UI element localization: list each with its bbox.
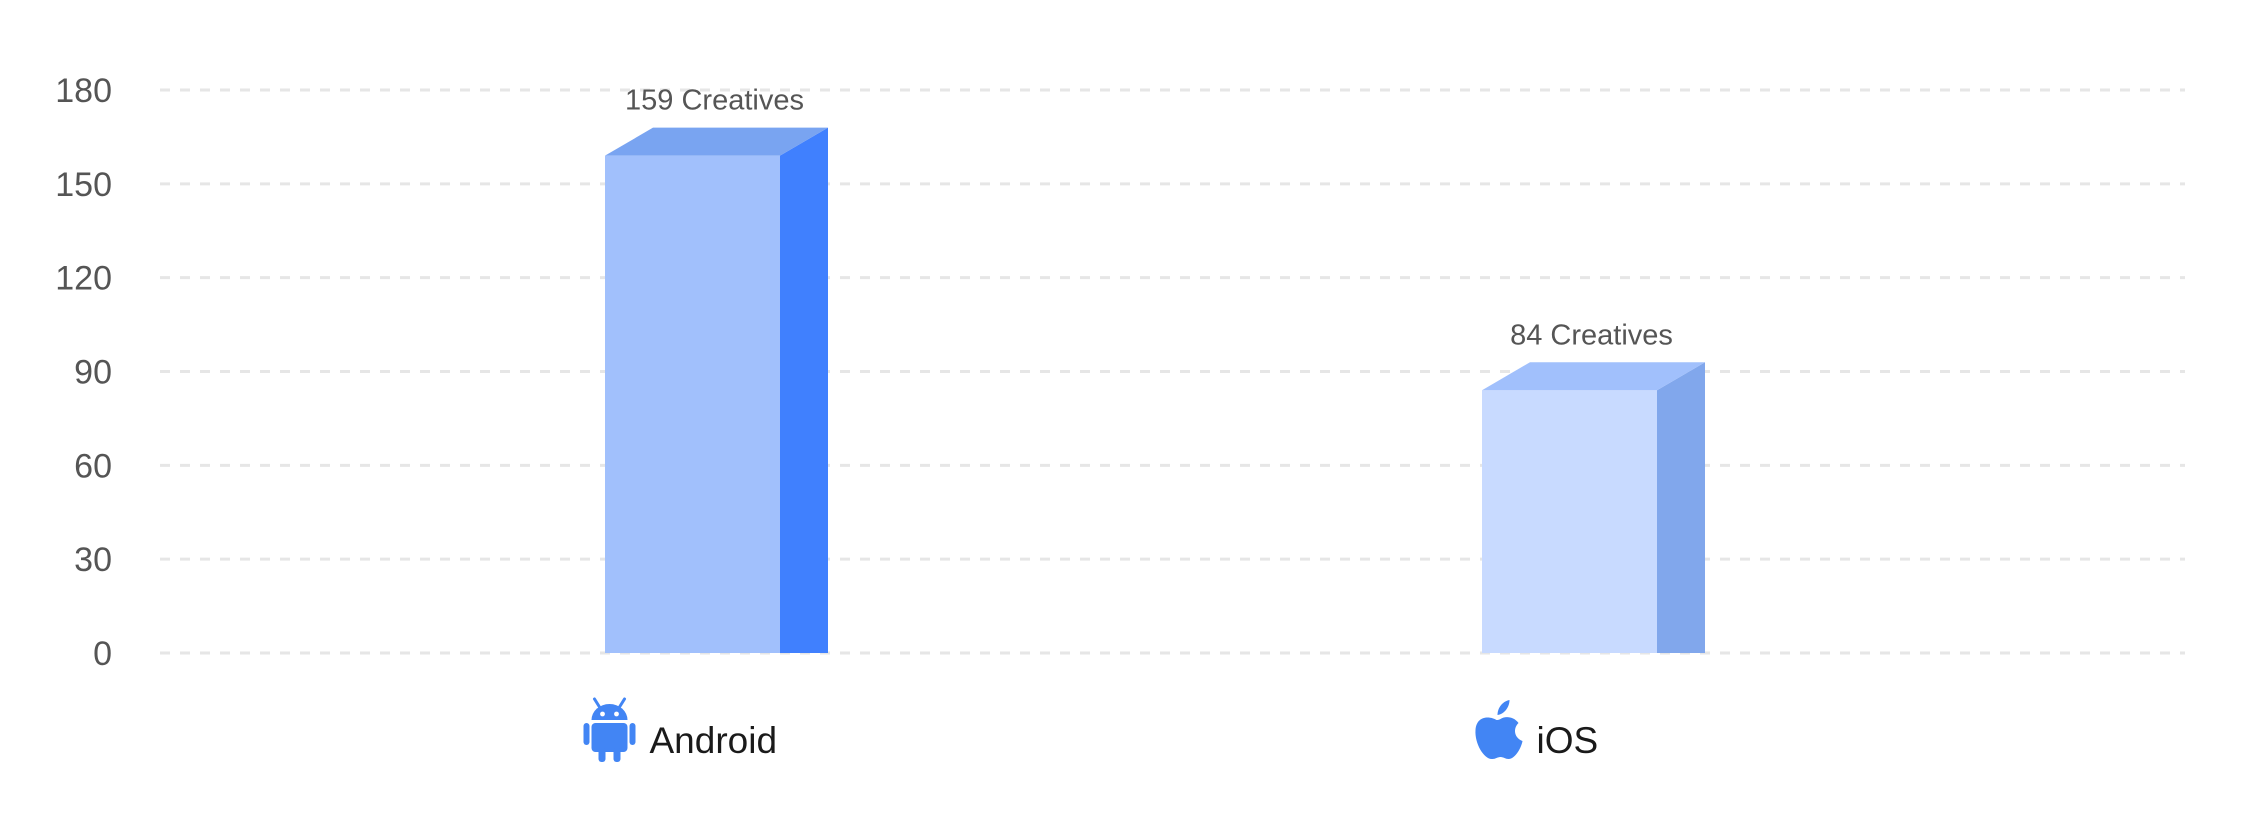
grid-lines [160,88,2185,655]
y-tick-label: 60 [74,447,112,485]
bar-front-face [1482,390,1657,653]
data-labels: 159 Creatives 84 Creatives [625,85,1673,352]
android-icon [583,697,636,762]
bar-top-face [605,127,828,156]
y-tick-label: 0 [93,635,112,673]
bar-ios [1482,362,1705,653]
y-tick-label: 90 [74,354,112,392]
bar-android [605,127,828,653]
apple-icon [1475,700,1523,760]
y-axis-ticks: 0 30 60 90 120 150 180 [55,72,112,673]
bar-side-face [1657,362,1705,653]
y-tick-label: 30 [74,541,112,579]
y-tick-label: 120 [55,260,112,298]
data-label: 159 Creatives [625,85,804,117]
bar-top-face [1482,362,1705,391]
y-tick-label: 180 [55,72,112,110]
category-label-android: Android [650,720,778,761]
y-tick-label: 150 [55,166,112,204]
bar-side-face [780,127,828,653]
bars [605,127,1705,653]
x-axis-categories: Android iOS [583,697,1599,762]
category-label-ios: iOS [1537,720,1599,761]
data-label: 84 Creatives [1510,319,1673,351]
bar-front-face [605,155,780,653]
